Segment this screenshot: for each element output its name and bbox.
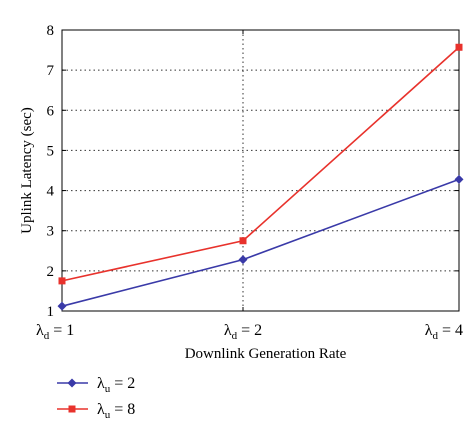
y-tick-label: 1 — [47, 304, 55, 320]
data-point-diamond — [57, 301, 67, 311]
plot-frame — [61, 29, 460, 312]
data-point-diamond — [454, 174, 464, 184]
y-tick-labels: 1 2 3 4 5 6 7 8 — [47, 23, 55, 320]
legend-label: λu = 8 — [97, 401, 135, 421]
y-tick-label: 2 — [47, 264, 55, 280]
x-tick-label: λd = 1 — [36, 322, 74, 342]
x-axis-label: Downlink Generation Rate — [185, 346, 347, 362]
legend-symbol: λ — [97, 401, 105, 418]
legend-subscript: u — [105, 409, 111, 421]
legend-marker-diamond — [67, 378, 77, 388]
legend-symbol: λ — [97, 375, 105, 392]
x-tick-subscript: d — [232, 330, 238, 342]
x-tick-label: λd = 4 — [425, 322, 463, 342]
legend-marker-square — [68, 405, 76, 413]
y-tick-label: 6 — [47, 103, 55, 119]
legend-value: = 8 — [110, 401, 135, 418]
y-tick-label: 7 — [47, 63, 55, 79]
x-tick-value: = 4 — [438, 322, 463, 339]
x-tick-subscript: d — [44, 330, 50, 342]
plot-border — [61, 29, 460, 312]
data-point-diamond — [238, 255, 248, 265]
data-point-square — [455, 43, 463, 51]
series-line — [61, 46, 460, 282]
legend-value: = 2 — [110, 375, 135, 392]
x-tick-symbol: λ — [224, 322, 232, 339]
x-tick-label: λd = 2 — [224, 322, 262, 342]
x-tick-labels: λd = 1 λd = 2 λd = 4 — [36, 322, 463, 342]
y-tick-label: 8 — [47, 23, 55, 39]
x-tick-value: = 2 — [237, 322, 262, 339]
x-tick-symbol: λ — [36, 322, 44, 339]
series-line — [61, 178, 460, 307]
data-point-square — [58, 277, 66, 285]
y-axis-label: Uplink Latency (sec) — [19, 107, 35, 234]
x-tick-subscript: d — [432, 330, 438, 342]
x-tick-value: = 1 — [49, 322, 74, 339]
data-point-square — [239, 237, 247, 245]
legend-label: λu = 2 — [97, 375, 135, 395]
x-tick-symbol: λ — [425, 322, 433, 339]
legend-subscript: u — [105, 383, 111, 395]
legend: λu = 2λu = 8 — [57, 375, 135, 421]
grid-lines — [62, 30, 459, 311]
y-tick-label: 4 — [47, 184, 55, 200]
y-tick-label: 3 — [47, 224, 55, 240]
series-layer — [57, 43, 464, 311]
y-tick-label: 5 — [47, 143, 55, 159]
